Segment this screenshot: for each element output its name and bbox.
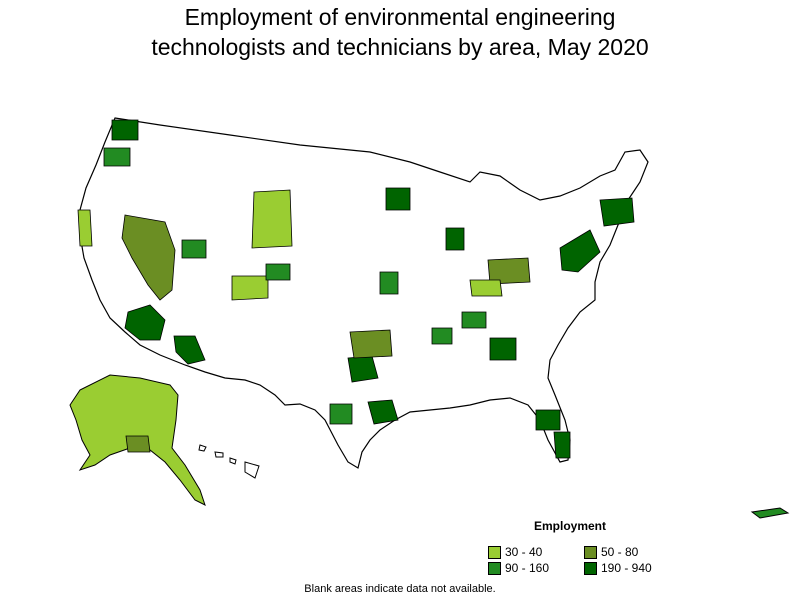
- legend-title: Employment: [534, 519, 607, 533]
- legend-swatch-50-80: [584, 545, 597, 559]
- legend-swatch-90-160: [488, 561, 501, 575]
- footnote: Blank areas indicate data not available.: [304, 583, 496, 595]
- legend-swatch-190-940: [584, 561, 597, 575]
- legend-label-50-80: 50 - 80: [601, 545, 639, 559]
- title-line-1: Employment of environmental engineering: [184, 4, 616, 30]
- legend-label-190-940: 190 - 940: [601, 561, 652, 575]
- legend-item-50-80: 50 - 80: [584, 545, 668, 559]
- legend-item-30-40: 30 - 40: [488, 545, 584, 559]
- legend: Employment 30 - 40 50 - 80 90 - 160 190 …: [488, 519, 668, 575]
- legend-items: 30 - 40 50 - 80 90 - 160 190 - 940: [488, 545, 668, 575]
- legend-item-190-940: 190 - 940: [584, 561, 668, 575]
- legend-swatch-30-40: [488, 545, 501, 559]
- puerto-rico: [750, 507, 790, 519]
- hawaii-islands: [198, 444, 260, 479]
- map-title: Employment of environmental engineering …: [0, 2, 800, 62]
- legend-label-30-40: 30 - 40: [505, 545, 543, 559]
- legend-label-90-160: 90 - 160: [505, 561, 550, 575]
- title-line-2: technologists and technicians by area, M…: [151, 34, 649, 60]
- area-regions: [77, 119, 635, 459]
- legend-item-90-160: 90 - 160: [488, 561, 584, 575]
